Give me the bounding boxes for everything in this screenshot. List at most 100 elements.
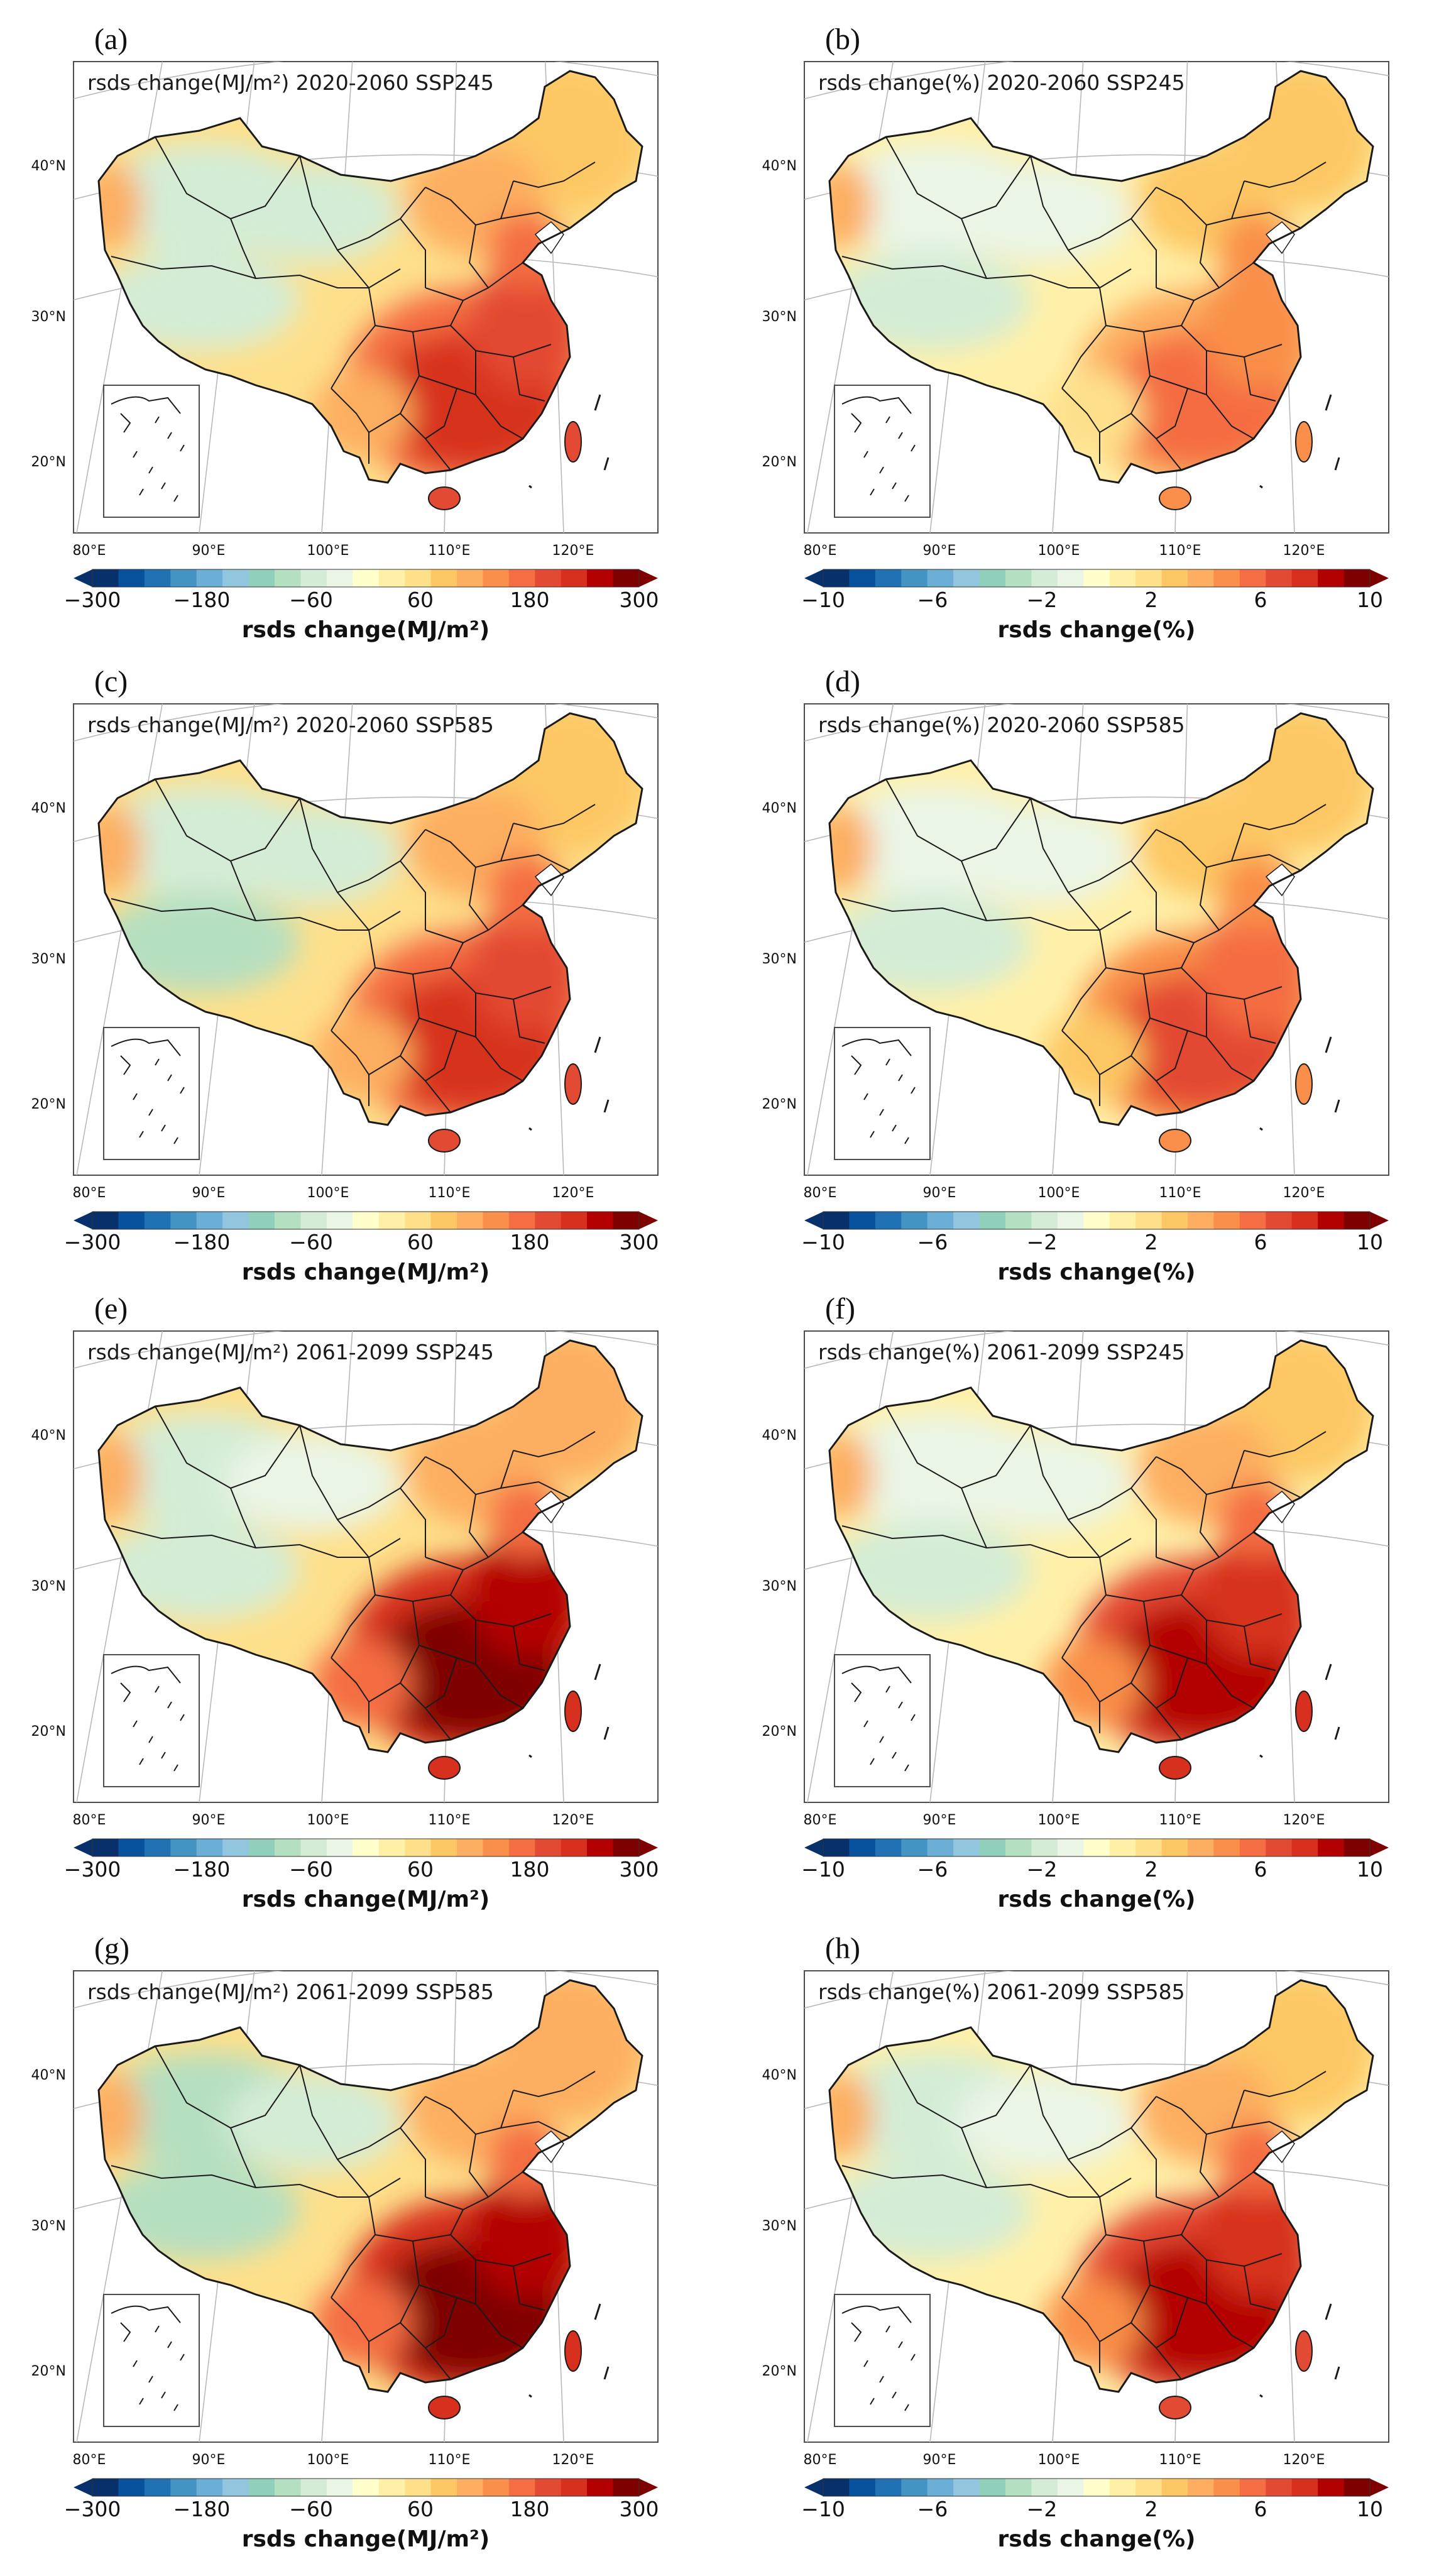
lon-label: 80°E [804, 2452, 837, 2468]
colorbar-tick: −10 [801, 588, 845, 612]
lat-label: 40°N [762, 1428, 797, 1444]
colorbar-segment [118, 2479, 145, 2496]
inset-south-china-sea [834, 385, 931, 518]
colorbar-segment [196, 1212, 223, 1229]
colorbar-segment [1109, 569, 1136, 587]
inset-south-china-sea [834, 1027, 931, 1160]
colorbar-segment [196, 1839, 223, 1856]
inset-south-china-sea [834, 1654, 931, 1787]
colorbar-tick: 60 [407, 1857, 434, 1882]
lon-label: 80°E [804, 1185, 837, 1201]
lat-label: 20°N [762, 2364, 797, 2379]
colorbar-segment [457, 1839, 483, 1856]
colorbar-tick: −60 [289, 1230, 333, 1254]
colorbar-segment [378, 2479, 405, 2496]
colorbar-tick: −60 [289, 588, 333, 612]
colorbar-segment [483, 569, 510, 587]
colorbar-label: rsds change(%) [998, 617, 1196, 643]
colorbar-segment [353, 1212, 380, 1229]
colorbar-segment [457, 569, 483, 587]
colorbar-extend-min [74, 2479, 92, 2496]
colorbar-segment [405, 569, 432, 587]
colorbar-tick: −2 [1027, 1230, 1058, 1254]
colorbar-segment [927, 1212, 954, 1229]
colorbar-segment [326, 1839, 353, 1856]
island-taiwan [564, 1063, 582, 1105]
colorbar-extend-min [804, 1212, 823, 1229]
lon-label: 90°E [192, 1812, 226, 1828]
colorbar-segment [1239, 569, 1266, 587]
island-dashes [528, 1036, 610, 1131]
colorbar-segment [927, 569, 954, 587]
colorbar: −300 −180 −60 60 180 300 rsds change(MJ/m²) [64, 1838, 659, 1912]
colorbar-segment [300, 2479, 327, 2496]
national-border [828, 1339, 1374, 1753]
colorbar-segment [1083, 569, 1110, 587]
colorbar-segment [508, 1839, 535, 1856]
colorbar-segment [1109, 1839, 1136, 1856]
colorbar-segment [1005, 2479, 1032, 2496]
colorbar-segment [1135, 1839, 1163, 1856]
lat-label: 30°N [31, 2218, 66, 2234]
lon-label: 90°E [192, 1185, 226, 1201]
lon-label: 120°E [1283, 2452, 1325, 2468]
lon-label: 80°E [73, 2452, 106, 2468]
panel-a: (a) 40°N 30°N 20°N 80°E 90°E 100°E 110°E 120°E rs… [31, 23, 659, 643]
colorbar-extend-min [74, 1839, 92, 1856]
colorbar-segment [1109, 2479, 1136, 2496]
colorbar-segment [405, 2479, 432, 2496]
colorbar-tick: −6 [917, 2497, 948, 2521]
island-dashes [1259, 1663, 1340, 1758]
colorbar-segment [326, 1212, 353, 1229]
colorbar-segment [1266, 1839, 1293, 1856]
lon-label: 80°E [804, 1812, 837, 1828]
province-borders [841, 2039, 1327, 2380]
colorbar-segment [587, 1839, 614, 1856]
province-borders [841, 1399, 1327, 1740]
colorbar-segment [508, 2479, 535, 2496]
colorbar-segment [823, 1839, 850, 1856]
colorbar-tick: 10 [1357, 588, 1383, 612]
island-dashes [528, 2303, 610, 2398]
colorbar-segment [144, 2479, 171, 2496]
colorbar-segment [1083, 1212, 1110, 1229]
colorbar: −10 −6 −2 2 6 10 rsds change(%) [801, 2478, 1389, 2552]
island-hainan [428, 486, 461, 510]
colorbar-segment [118, 569, 145, 587]
island-dashes [1259, 394, 1340, 489]
province-borders [111, 1399, 596, 1740]
panel-letter: (b) [825, 23, 860, 56]
colorbar-segment [979, 2479, 1006, 2496]
lon-label: 80°E [73, 543, 106, 559]
lat-label: 20°N [762, 1097, 797, 1112]
national-border [828, 70, 1374, 484]
colorbar-segment [953, 1839, 980, 1856]
colorbar-tick: −300 [64, 588, 121, 612]
colorbar-segment [561, 1839, 588, 1856]
colorbar-segment [1318, 1839, 1345, 1856]
colorbar-segment [849, 2479, 876, 2496]
lat-label: 40°N [762, 158, 797, 174]
colorbar-segment [901, 2479, 928, 2496]
lat-label: 30°N [762, 951, 797, 967]
colorbar-segment [144, 1212, 171, 1229]
lat-label: 20°N [762, 1724, 797, 1740]
colorbar: −10 −6 −2 2 6 10 rsds change(%) [801, 569, 1389, 643]
colorbar: −10 −6 −2 2 6 10 rsds change(%) [801, 1211, 1389, 1285]
panel-c: (c) 40°N 30°N 20°N 80°E 90°E 100°E 110°E 120°E rs… [31, 665, 659, 1285]
inset-south-china-sea [103, 385, 200, 518]
colorbar-tick: 60 [407, 588, 434, 612]
colorbar-segment [1343, 2479, 1371, 2496]
colorbar-segment [430, 1839, 457, 1856]
colorbar-extend-max [1370, 1212, 1389, 1229]
colorbar-segment [1291, 2479, 1318, 2496]
colorbar-segment [118, 1212, 145, 1229]
national-border [828, 1979, 1374, 2393]
island-hainan [1159, 1756, 1191, 1780]
colorbar-segment [1161, 1212, 1188, 1229]
colorbar-segment [1188, 1839, 1214, 1856]
colorbar-segment [300, 1212, 327, 1229]
colorbar: −10 −6 −2 2 6 10 rsds change(%) [801, 1838, 1389, 1912]
colorbar-segment [1188, 1212, 1214, 1229]
colorbar: −300 −180 −60 60 180 300 rsds change(MJ/m²) [64, 1211, 659, 1285]
